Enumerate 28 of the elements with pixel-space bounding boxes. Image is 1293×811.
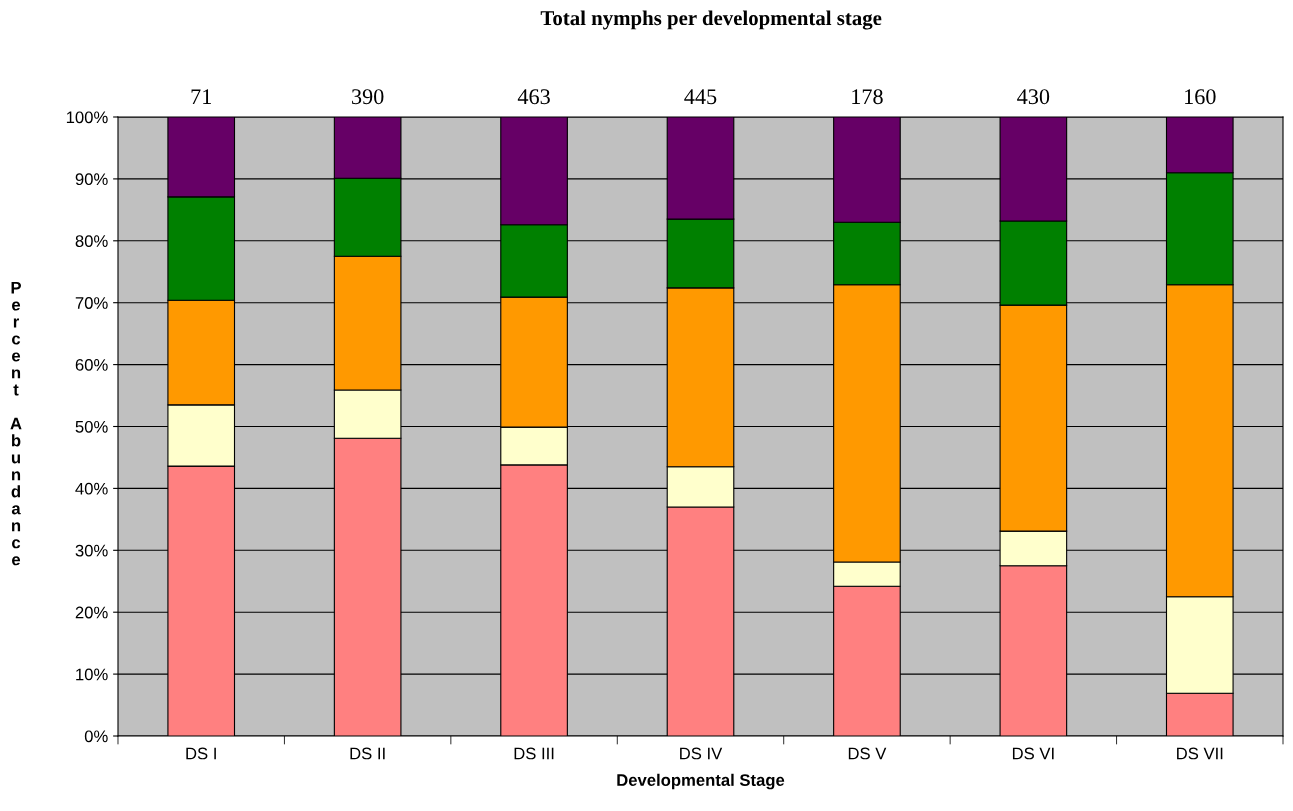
x-tick-label: DS IV bbox=[680, 747, 723, 760]
y-tick-label: 0% bbox=[84, 730, 108, 743]
x-tick-label: DS II bbox=[350, 747, 385, 760]
y-tick-label: 50% bbox=[75, 420, 108, 433]
x-tick-label: DS III bbox=[514, 747, 554, 760]
annotation: 390 bbox=[352, 89, 384, 105]
x-axis-title: Developmental Stage bbox=[617, 773, 785, 790]
y-tick-label: 90% bbox=[75, 173, 108, 186]
y-tick-label: 70% bbox=[75, 297, 108, 309]
y-tick-label: 100% bbox=[66, 111, 108, 124]
y-tick-label: 40% bbox=[75, 482, 108, 495]
text: Percent Abundance bbox=[10, 281, 22, 566]
x-tick-label: DS VI bbox=[1012, 747, 1054, 760]
x-tick-label: DS VII bbox=[1177, 747, 1223, 760]
chart-title: Total nymphs per developmental stage bbox=[540, 10, 882, 30]
y-tick-label: 20% bbox=[75, 606, 108, 619]
y-tick-label: 10% bbox=[76, 668, 108, 681]
y-tick-label: 30% bbox=[75, 544, 108, 557]
annotation: 71 bbox=[191, 89, 211, 104]
annotation: 160 bbox=[1185, 89, 1216, 105]
y-tick-label: 80% bbox=[75, 235, 108, 247]
x-tick-label: DS V bbox=[848, 747, 887, 760]
annotation: 445 bbox=[684, 89, 717, 105]
annotation: 430 bbox=[1017, 89, 1050, 105]
x-tick-label: DS I bbox=[186, 747, 216, 760]
y-tick-label: 60% bbox=[75, 359, 108, 371]
annotation: 178 bbox=[852, 89, 883, 105]
annotation: 463 bbox=[517, 89, 550, 105]
